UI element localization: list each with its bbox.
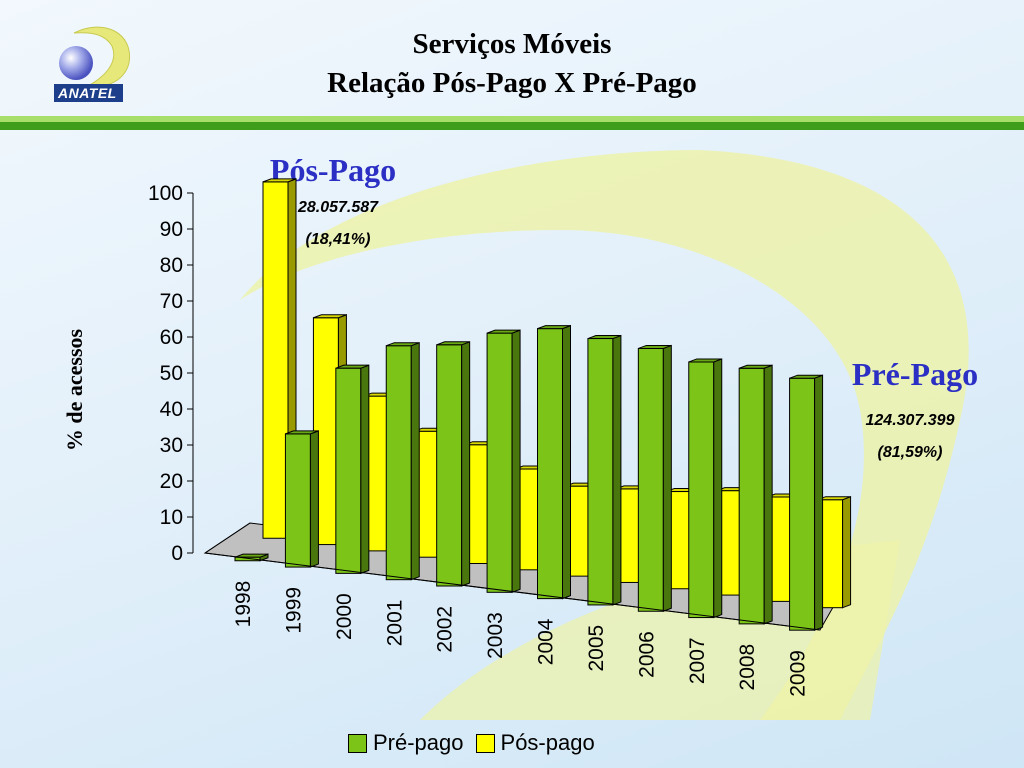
- legend-item-pre-pago: Pré-pago: [348, 730, 464, 756]
- x-tick-label: 2000: [333, 593, 356, 640]
- bar-top: [386, 342, 420, 347]
- bar-top: [738, 364, 773, 369]
- y-tick-label: 80: [160, 254, 183, 277]
- pre-pago-annotation-title: Pré-Pago: [851, 356, 979, 392]
- bar-pre-pago: [537, 328, 563, 600]
- logo-text: ANATEL: [54, 84, 123, 102]
- bar-side: [511, 329, 521, 594]
- bar-pre-pago: [385, 345, 412, 581]
- bar-side: [713, 358, 723, 619]
- legend-label-pos-pago: Pós-pago: [500, 730, 595, 755]
- bar-top: [234, 553, 269, 558]
- bar-top: [436, 341, 470, 346]
- legend-label-pre-pago: Pré-pago: [373, 730, 464, 755]
- anatel-logo: [59, 26, 130, 89]
- bar-pre-pago: [284, 433, 311, 568]
- bar-side: [763, 364, 773, 625]
- pre-pago-annotation-percent: (81,59%): [877, 444, 943, 461]
- bar-pre-pago: [688, 361, 715, 619]
- bar-top: [638, 344, 672, 349]
- pos-pago-annotation-percent: (18,41%): [305, 231, 371, 248]
- bar-top: [587, 335, 622, 340]
- bar-top: [262, 178, 297, 183]
- chart-legend: Pré-pago Pós-pago: [348, 730, 607, 756]
- bar-side: [662, 344, 672, 612]
- chart-floor-edge: [204, 522, 251, 554]
- bar-pre-pago: [587, 338, 614, 606]
- bar-pre-pago: [335, 367, 362, 574]
- bar-side: [410, 341, 420, 581]
- bar-side: [562, 324, 571, 600]
- y-tick-label: 20: [160, 470, 183, 493]
- y-tick-label: 70: [160, 290, 183, 313]
- bar-top: [486, 329, 521, 334]
- x-tick-label: 2005: [585, 625, 608, 672]
- x-tick-label: 2009: [787, 650, 810, 697]
- x-tick-label: 2004: [535, 618, 558, 665]
- y-tick-label: 50: [160, 362, 183, 385]
- x-tick-label: 2001: [383, 600, 406, 647]
- legend-swatch-pre-pago: [348, 733, 367, 753]
- y-tick-label: 100: [148, 182, 183, 205]
- x-tick-label: 2007: [686, 637, 709, 684]
- pos-pago-annotation-count: 28.057.587: [297, 199, 379, 216]
- bar-side: [842, 495, 852, 609]
- legend-swatch-pos-pago: [475, 733, 495, 753]
- x-tick-label: 1998: [232, 581, 255, 628]
- bar-pre-pago: [637, 347, 664, 612]
- x-axis-line: [204, 552, 821, 631]
- page-subtitle: Relação Pós-Pago X Pré-Pago: [327, 67, 697, 99]
- bar-side: [360, 364, 370, 575]
- y-tick-label: 10: [160, 506, 183, 529]
- bar-side: [612, 334, 622, 606]
- bar-pos-pago: [262, 181, 289, 539]
- x-tick-label: 2002: [434, 606, 457, 653]
- bar-pre-pago: [789, 377, 816, 631]
- bar-top: [313, 314, 347, 319]
- y-tick-label: 60: [160, 326, 183, 349]
- x-tick-label: 2003: [484, 612, 507, 659]
- page-title: Serviços Móveis: [412, 28, 612, 60]
- y-tick-label: 0: [171, 542, 183, 565]
- y-axis-label: % de acessos: [62, 328, 87, 451]
- x-tick-label: 2008: [736, 644, 759, 691]
- bar-top: [335, 364, 370, 369]
- x-tick-label: 1999: [282, 587, 305, 634]
- x-tick-label: 2006: [635, 631, 658, 678]
- bar-side: [461, 341, 471, 587]
- bar-side: [309, 430, 319, 568]
- y-tick-label: 90: [160, 218, 183, 241]
- bar-pre-pago: [436, 344, 463, 587]
- bar-top: [789, 374, 823, 379]
- bar-top: [537, 325, 571, 330]
- legend-item-pos-pago: Pós-pago: [475, 730, 595, 756]
- pre-pago-annotation-count: 124.307.399: [865, 412, 955, 429]
- bar-top: [688, 358, 722, 363]
- bar-pre-pago: [486, 332, 513, 593]
- bar-pre-pago: [738, 367, 765, 625]
- header-divider: [0, 116, 1024, 130]
- y-tick-label: 40: [160, 398, 183, 421]
- bar-side: [814, 374, 824, 631]
- bar-top: [285, 430, 319, 435]
- y-tick-label: 30: [160, 434, 183, 457]
